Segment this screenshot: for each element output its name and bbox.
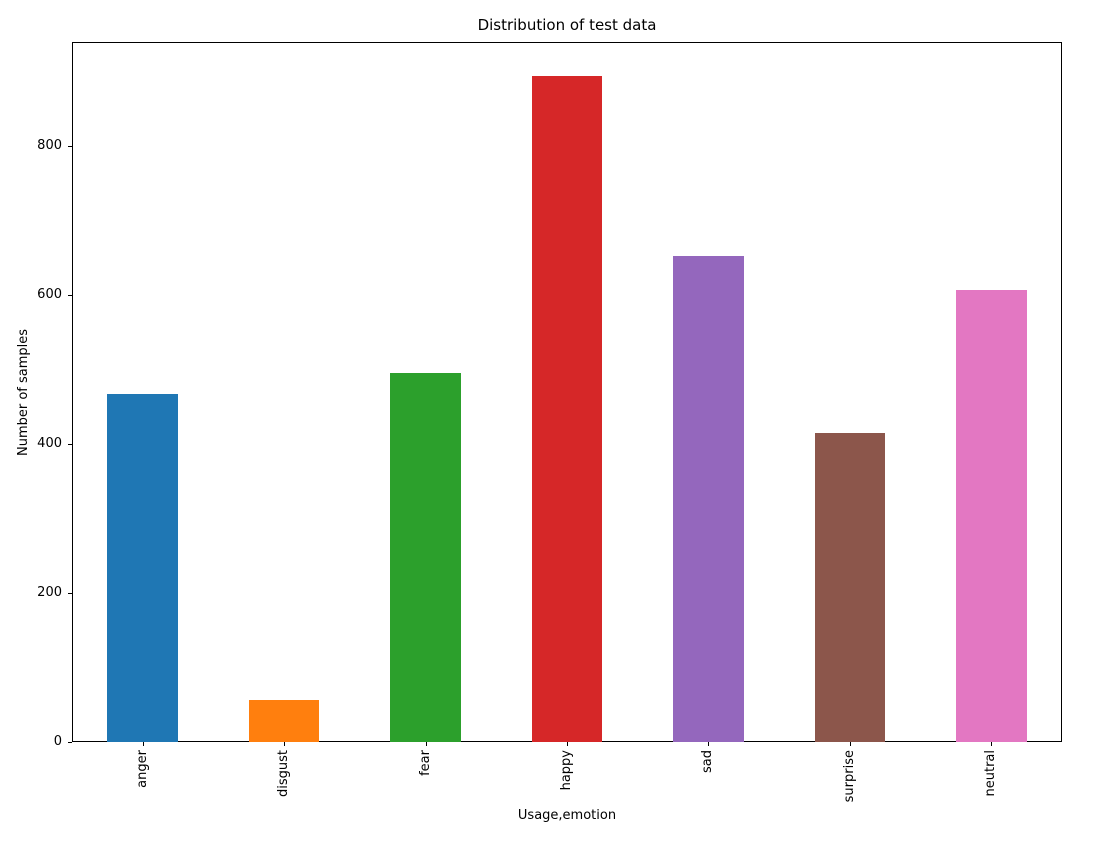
x-tick-label: disgust xyxy=(276,750,292,797)
y-tick-label: 600 xyxy=(37,287,62,303)
x-axis-label: Usage,emotion xyxy=(517,808,617,823)
x-tick-mark xyxy=(708,742,710,746)
x-tick-label: surprise xyxy=(841,750,857,803)
x-tick-label: anger xyxy=(134,750,150,788)
y-tick-label: 200 xyxy=(37,585,62,601)
y-tick-label: 400 xyxy=(37,436,62,452)
x-tick-mark xyxy=(142,742,144,746)
bar-anger xyxy=(107,394,179,742)
x-tick-label: fear xyxy=(417,750,433,776)
y-tick-label: 0 xyxy=(53,734,62,749)
x-tick-label: neutral xyxy=(983,750,999,797)
bar-neutral xyxy=(955,289,1027,742)
x-tick-mark xyxy=(425,742,427,746)
x-tick-mark xyxy=(284,742,286,746)
bar-sad xyxy=(673,255,744,742)
bar-fear xyxy=(390,372,461,742)
x-tick-mark xyxy=(567,742,568,746)
y-tick-mark xyxy=(68,146,72,148)
y-tick-mark xyxy=(68,742,72,743)
bar-happy xyxy=(531,75,603,742)
x-tick-mark xyxy=(849,742,851,746)
bar-surprise xyxy=(814,432,886,742)
x-tick-label: happy xyxy=(559,750,574,791)
y-tick-mark xyxy=(68,444,72,446)
y-tick-label: 800 xyxy=(37,138,62,154)
plot-area xyxy=(72,42,1062,742)
chart-title: Distribution of test data xyxy=(477,16,657,34)
x-tick-label: sad xyxy=(700,750,716,773)
y-tick-mark xyxy=(68,295,72,297)
x-tick-mark xyxy=(991,742,993,746)
y-tick-mark xyxy=(68,593,72,595)
bar-disgust xyxy=(248,700,320,742)
